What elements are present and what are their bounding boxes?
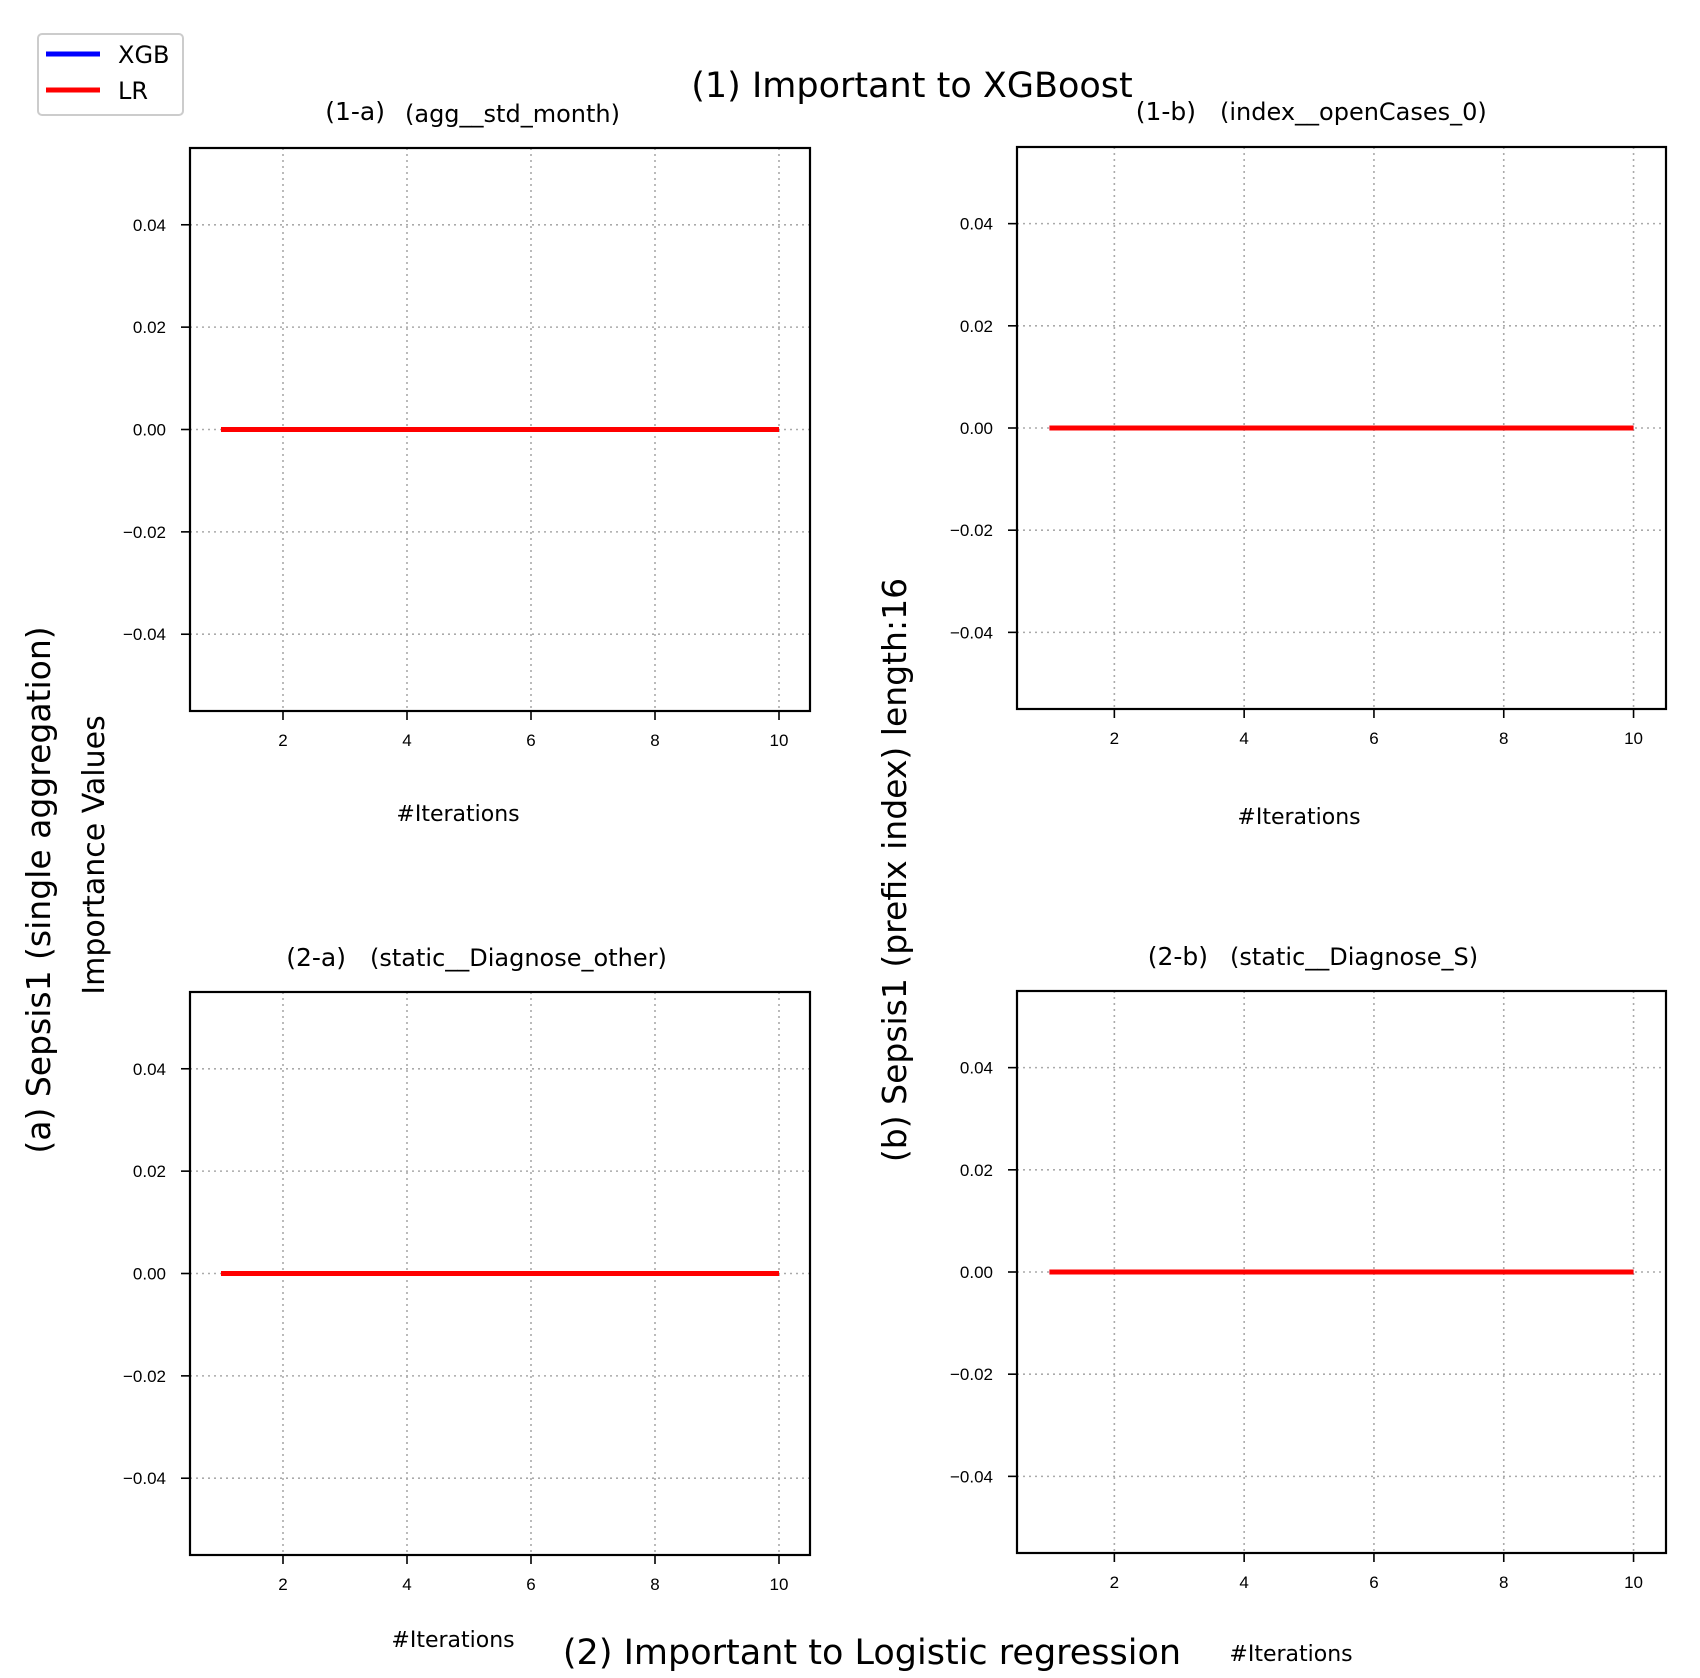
plot-frame (188, 990, 812, 1557)
x-tick-label: 2 (278, 731, 287, 750)
x-tick-label: 4 (402, 731, 411, 750)
y-tick-label: −0.02 (123, 523, 166, 542)
x-tick-label: 8 (1499, 729, 1508, 748)
y-tick-label: 0.02 (960, 1161, 993, 1180)
middle-group-label: (b) Sepsis1 (prefix index) length:16 (875, 578, 914, 1162)
axes: 2 4 6 8 10 0.04 0.02 0.00 −0.02 −0.04 (123, 990, 812, 1594)
axes: 2 4 6 8 10 0.04 0.02 0.00 −0.02 −0.04 (123, 146, 812, 750)
panel-id-label: (1-a) (325, 97, 385, 126)
axes: 2 4 6 8 10 0.04 0.02 0.00 −0.02 −0.04 (950, 989, 1668, 1592)
y-tick-label: 0.00 (133, 1265, 166, 1284)
x-tick-label: 6 (526, 1575, 535, 1594)
x-tick-label: 8 (650, 1575, 659, 1594)
y-tick-label: 0.04 (960, 215, 993, 234)
x-tick-label: 6 (1369, 1573, 1378, 1592)
x-axis-label: #Iterations (1237, 805, 1360, 830)
panel-feature-label: (static__Diagnose_other) (370, 944, 667, 972)
x-tick-label: 6 (1369, 729, 1378, 748)
legend-label-xgb: XGB (118, 41, 170, 69)
panel-2b: (2-b) (static__Diagnose_S) #Iterations 2… (950, 942, 1668, 1667)
x-tick-label: 10 (770, 1575, 789, 1594)
y-tick-label: −0.02 (950, 1365, 993, 1384)
plot-frame (188, 146, 812, 713)
y-tick-label: 0.00 (960, 1263, 993, 1282)
x-axis-label: #Iterations (396, 802, 519, 827)
panel-2a: (2-a) (static__Diagnose_other) #Iteratio… (123, 943, 812, 1653)
y-tick-label: 0.00 (960, 419, 993, 438)
x-tick-label: 10 (770, 731, 789, 750)
x-tick-label: 4 (402, 1575, 411, 1594)
x-tick-label: 10 (1624, 1573, 1643, 1592)
x-tick-label: 8 (1499, 1573, 1508, 1592)
y-tick-label: 0.00 (133, 421, 166, 440)
left-axis-label: Importance Values (77, 715, 112, 994)
x-tick-label: 10 (1624, 729, 1643, 748)
legend-label-lr: LR (118, 77, 148, 105)
x-axis-label: #Iterations (391, 1628, 514, 1653)
panel-1b: (1-b) (index__openCases_0) #Iterations 2… (950, 97, 1668, 830)
grid (1017, 147, 1666, 709)
panel-id-label: (2-b) (1148, 942, 1208, 971)
y-tick-label: −0.04 (123, 625, 166, 644)
y-tick-label: 0.04 (133, 216, 166, 235)
left-group-label: (a) Sepsis1 (single aggregation) (19, 626, 58, 1153)
panel-id-label: (1-b) (1136, 97, 1196, 126)
x-tick-label: 2 (278, 1575, 287, 1594)
y-tick-label: −0.04 (950, 623, 993, 642)
x-axis-label: #Iterations (1229, 1642, 1352, 1667)
plot-frame (1015, 989, 1668, 1555)
top-title: (1) Important to XGBoost (691, 66, 1133, 106)
y-tick-label: −0.04 (123, 1469, 166, 1488)
x-tick-label: 2 (1110, 1573, 1119, 1592)
legend: XGB LR (37, 33, 184, 116)
panel-feature-label: (agg__std_month) (405, 100, 620, 128)
x-tick-label: 4 (1239, 1573, 1248, 1592)
x-tick-label: 8 (650, 731, 659, 750)
bottom-title: (2) Important to Logistic regression (563, 1633, 1181, 1673)
panel-feature-label: (index__openCases_0) (1220, 98, 1487, 126)
y-tick-label: −0.02 (123, 1367, 166, 1386)
y-tick-label: 0.04 (960, 1059, 993, 1078)
axes: 2 4 6 8 10 0.04 0.02 0.00 −0.02 −0.04 (950, 145, 1668, 748)
panel-id-label: (2-a) (286, 943, 346, 972)
y-tick-label: 0.02 (133, 318, 166, 337)
y-tick-label: −0.02 (950, 521, 993, 540)
y-tick-label: 0.02 (133, 1162, 166, 1181)
x-tick-label: 6 (526, 731, 535, 750)
panel-1a: (1-a) (agg__std_month) #Iterations 2 4 6 8 1… (123, 97, 812, 827)
plot-frame (1015, 145, 1668, 711)
y-tick-label: 0.02 (960, 317, 993, 336)
x-tick-label: 4 (1239, 729, 1248, 748)
y-tick-label: 0.04 (133, 1060, 166, 1079)
x-tick-label: 2 (1110, 729, 1119, 748)
y-tick-label: −0.04 (950, 1467, 993, 1486)
panel-feature-label: (static__Diagnose_S) (1230, 943, 1478, 971)
